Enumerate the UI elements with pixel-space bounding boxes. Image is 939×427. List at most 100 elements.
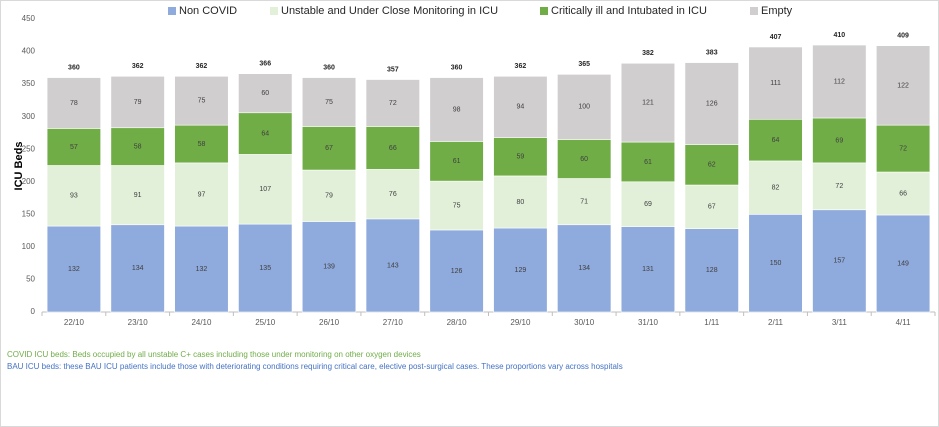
x-tick-label: 2/11: [768, 318, 784, 327]
bar-segment: [110, 75, 165, 129]
data-label: 139: [323, 264, 335, 271]
data-label: 72: [899, 145, 907, 152]
bar-segment: [365, 126, 420, 170]
data-label: 131: [642, 266, 654, 273]
data-label: 149: [897, 260, 909, 267]
legend: Non COVID Unstable and Under Close Monito…: [168, 5, 793, 17]
y-tick-label: 50: [26, 275, 35, 284]
data-label: 121: [642, 100, 654, 107]
data-label: 82: [772, 184, 780, 191]
bar-segment: [46, 128, 101, 166]
y-tick-label: 400: [22, 47, 36, 56]
bar-segment: [46, 77, 101, 129]
data-label: 66: [389, 145, 397, 152]
data-label: 94: [516, 104, 524, 111]
x-tick-label: 31/10: [638, 318, 659, 327]
bar-segment: [684, 62, 739, 145]
total-label: 362: [515, 63, 527, 70]
bar-segment: [301, 126, 357, 171]
x-tick-label: 22/10: [64, 318, 85, 327]
data-label: 64: [261, 130, 269, 137]
data-label: 129: [515, 267, 527, 274]
x-tick-label: 3/11: [832, 318, 848, 327]
total-label: 357: [387, 66, 399, 73]
x-tick-label: 27/10: [383, 318, 404, 327]
total-label: 360: [451, 64, 463, 71]
bar-segment: [748, 118, 803, 162]
x-tick-label: 28/10: [447, 318, 468, 327]
y-tick-label: 200: [22, 177, 36, 186]
bar-segment: [557, 74, 612, 140]
data-label: 72: [389, 100, 397, 107]
y-tick-label: 300: [22, 112, 36, 121]
bar-segment: [876, 214, 931, 313]
x-tick-label: 23/10: [128, 318, 149, 327]
data-label: 61: [644, 159, 652, 166]
legend-label: Non COVID: [179, 5, 237, 17]
data-label: 66: [899, 190, 907, 197]
data-label: 62: [708, 162, 716, 169]
y-tick-label: 450: [22, 14, 36, 23]
bar-segment: [238, 223, 293, 313]
total-label: 365: [578, 61, 590, 68]
bar-segment: [174, 162, 229, 227]
legend-swatch: [168, 7, 176, 15]
footnote-covid: COVID ICU beds: Beds occupied by all uns…: [7, 350, 421, 359]
x-tick-label: 24/10: [191, 318, 212, 327]
y-tick-label: 350: [22, 79, 36, 88]
bar-segment: [429, 77, 484, 142]
bar-segment: [238, 73, 293, 114]
y-tick-label: 250: [22, 144, 36, 153]
x-tick-label: 4/11: [896, 318, 912, 327]
data-label: 67: [708, 204, 716, 211]
data-label: 122: [897, 82, 909, 89]
bar-segment: [812, 162, 867, 211]
bars: [46, 44, 931, 313]
y-axis: 0 50 100 150 200 250 300 350 400 450: [22, 14, 36, 316]
data-label: 111: [770, 80, 781, 87]
bar-segment: [110, 127, 165, 166]
data-label: 61: [453, 158, 461, 165]
data-labels: 132 93 57 78 360 134 91 58 79 362 132 97 58 75 362 135 1…: [68, 32, 909, 275]
data-label: 69: [644, 201, 652, 208]
data-label: 135: [259, 265, 271, 272]
bar-segment: [812, 44, 867, 119]
bar-segment: [493, 75, 548, 138]
x-tick-label: 30/10: [574, 318, 595, 327]
data-label: 75: [198, 98, 206, 105]
data-label: 60: [261, 90, 269, 97]
footnote-bau: BAU ICU beds: these BAU ICU patients inc…: [7, 362, 623, 371]
total-label: 409: [897, 33, 909, 40]
total-label: 362: [196, 63, 208, 70]
total-label: 410: [833, 32, 845, 39]
bar-segment: [301, 77, 357, 127]
data-label: 58: [198, 141, 206, 148]
legend-swatch: [270, 7, 278, 15]
bar-segment: [748, 160, 803, 215]
data-label: 75: [453, 202, 461, 209]
legend-label: Empty: [761, 5, 793, 17]
data-label: 112: [834, 78, 845, 85]
total-label: 366: [259, 61, 271, 68]
bar-segment: [174, 225, 229, 313]
data-label: 126: [706, 100, 718, 107]
data-label: 76: [389, 191, 397, 198]
bar-segment: [174, 75, 229, 126]
x-tick-label: 25/10: [255, 318, 276, 327]
data-label: 79: [134, 99, 142, 106]
total-label: 360: [323, 64, 335, 71]
bar-segment: [876, 124, 931, 173]
data-label: 59: [516, 154, 524, 161]
legend-label: Critically ill and Intubated in ICU: [551, 5, 707, 17]
data-label: 98: [453, 106, 461, 113]
data-label: 100: [578, 104, 590, 111]
data-label: 72: [835, 183, 843, 190]
data-label: 57: [70, 144, 78, 151]
bar-segment: [429, 229, 484, 313]
bar-segment: [620, 62, 676, 143]
data-label: 91: [134, 192, 142, 199]
data-label: 150: [770, 260, 782, 267]
bar-segment: [557, 178, 612, 226]
total-label: 360: [68, 64, 80, 71]
